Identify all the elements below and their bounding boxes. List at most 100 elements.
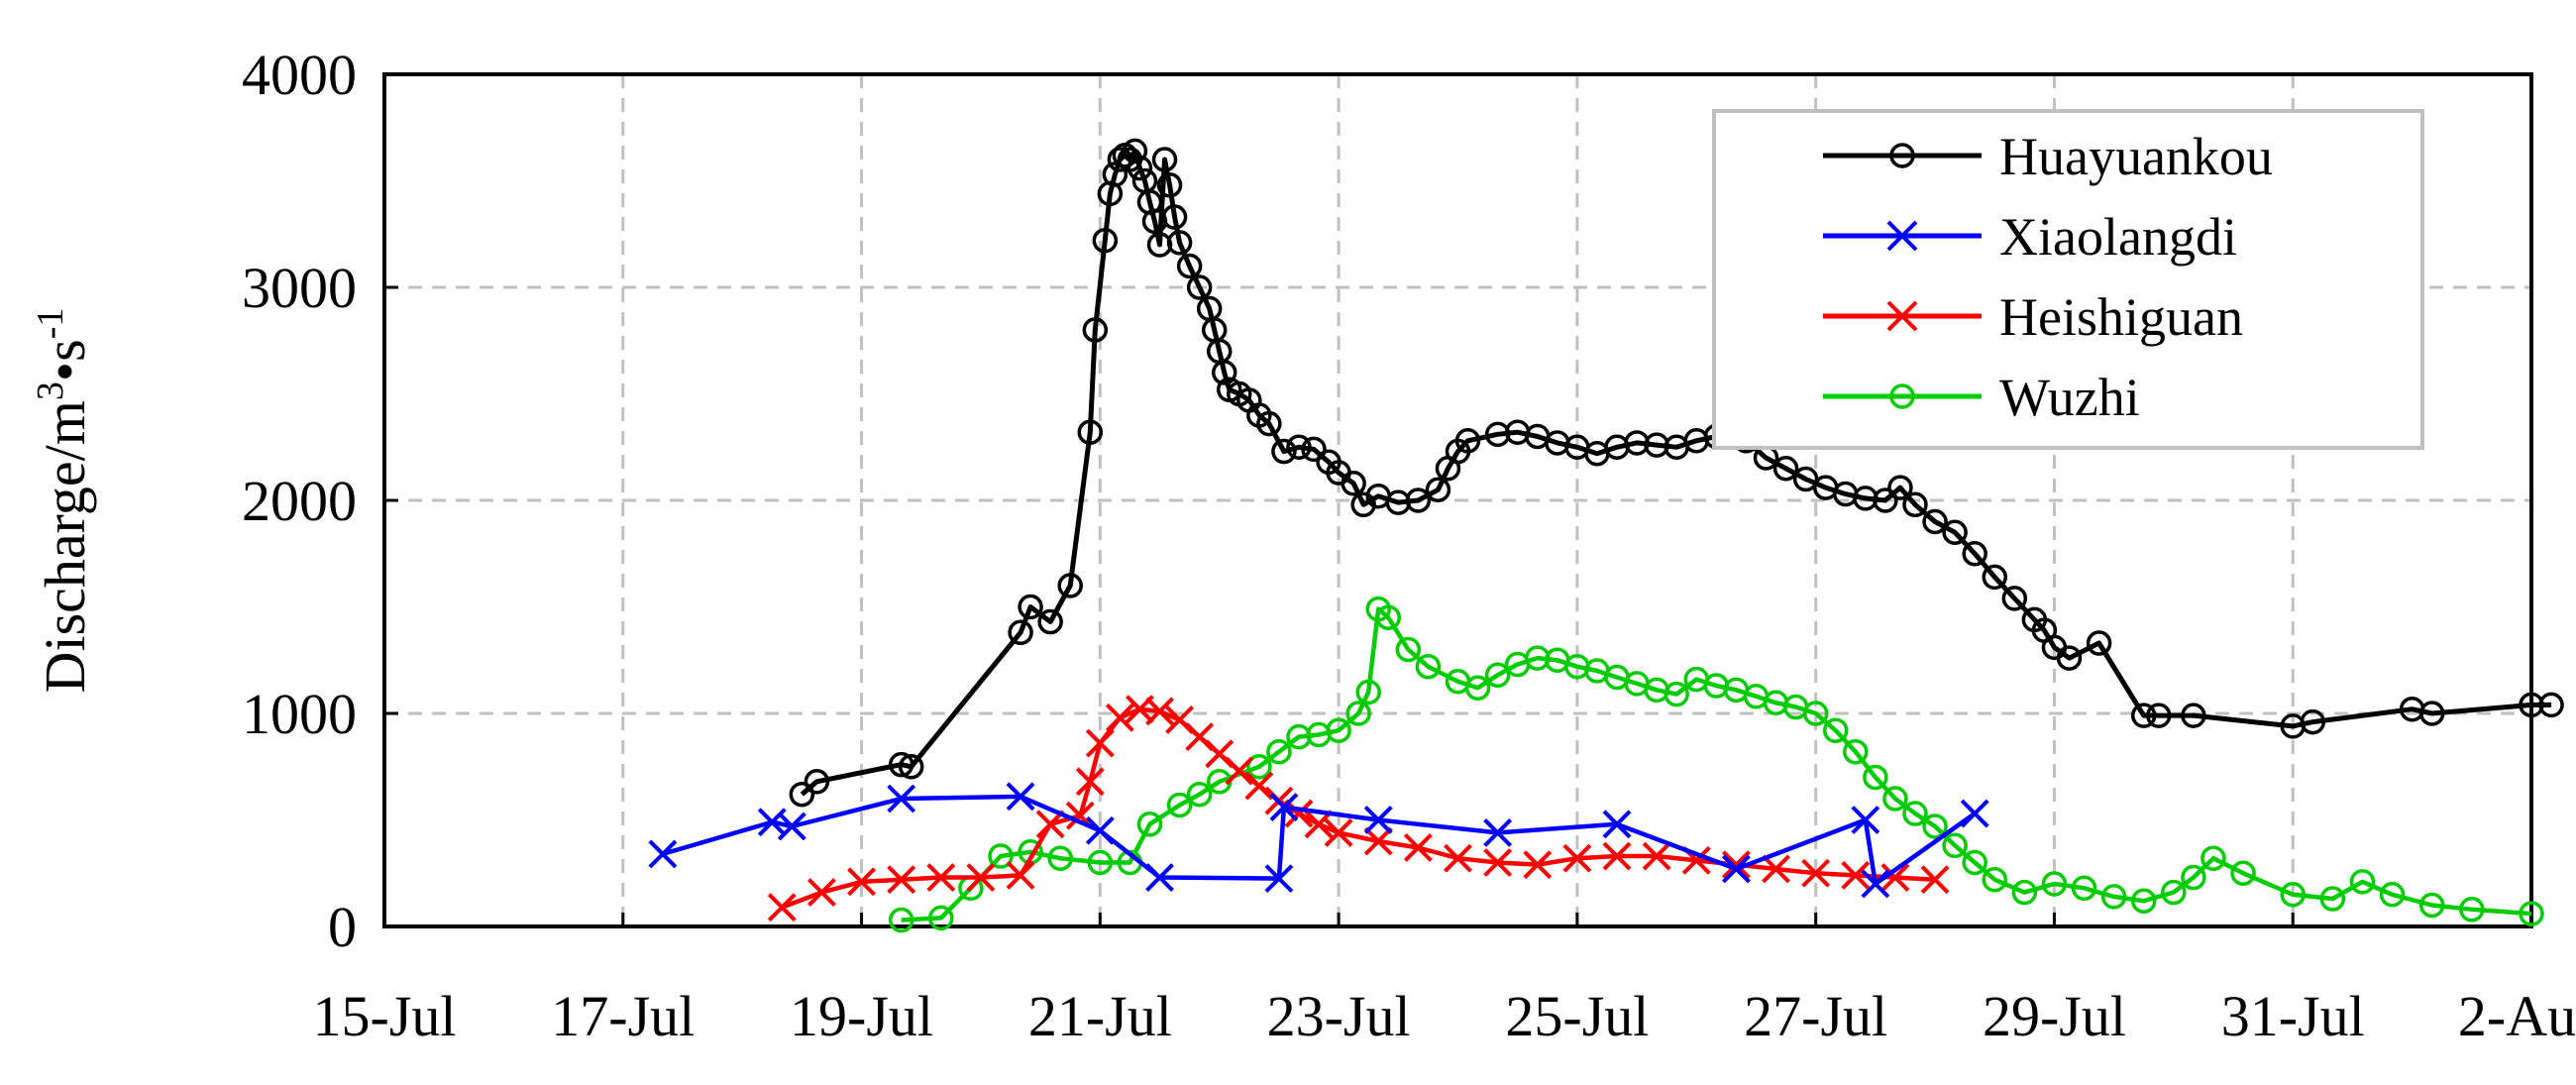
x-axis: 15-Jul 17-Jul 19-Jul 21-Jul 23-Jul 25-Jul 27-J… bbox=[313, 913, 2576, 1048]
data-point-wuzhi bbox=[1415, 653, 1442, 680]
legend-label: Xiaolangdi bbox=[1999, 207, 2237, 267]
data-point-huayuankou bbox=[888, 751, 914, 778]
data-point-huayuankou bbox=[804, 769, 830, 795]
y-tick-label: 2000 bbox=[242, 469, 357, 533]
data-point-wuzhi bbox=[1464, 675, 1491, 701]
legend-label: Huayuankou bbox=[1999, 127, 2273, 186]
marker-stroke bbox=[1065, 801, 1095, 830]
marker-stroke bbox=[966, 863, 996, 892]
series-wuzhi bbox=[888, 596, 2544, 933]
x-tick-label: 31-Jul bbox=[2221, 984, 2365, 1048]
data-point-wuzhi bbox=[1186, 781, 1213, 808]
data-point-wuzhi bbox=[1246, 754, 1272, 780]
marker-stroke bbox=[1602, 810, 1632, 839]
data-point-xiaolangdi bbox=[1269, 793, 1299, 822]
series-xiaolangdi bbox=[648, 782, 1989, 899]
marker-stroke bbox=[1886, 220, 1918, 252]
data-point-wuzhi bbox=[2181, 864, 2206, 891]
data-point-heishiguan bbox=[966, 863, 996, 892]
marker-stroke bbox=[1284, 799, 1314, 828]
data-point-heishiguan bbox=[1483, 848, 1513, 877]
marker-stroke bbox=[1602, 841, 1632, 871]
data-point-heishiguan bbox=[1145, 697, 1174, 726]
marker-stroke bbox=[1264, 864, 1294, 894]
x-tick-label: 21-Jul bbox=[1028, 984, 1172, 1048]
data-point-heishiguan bbox=[1403, 833, 1433, 862]
y-axis: 0 1000 2000 3000 4000 bbox=[242, 43, 398, 959]
data-point-huayuankou bbox=[2056, 645, 2083, 671]
marker-stroke bbox=[1205, 739, 1234, 769]
data-point-xiaolangdi bbox=[1006, 782, 1035, 812]
data-point-wuzhi bbox=[928, 905, 954, 931]
data-point-huayuankou bbox=[1301, 436, 1327, 463]
data-point-wuzhi bbox=[2418, 892, 2445, 919]
marker-stroke bbox=[1642, 841, 1671, 871]
series-layer bbox=[648, 138, 2564, 933]
marker-stroke bbox=[1801, 858, 1831, 888]
data-point-wuzhi bbox=[2349, 869, 2376, 895]
data-point-huayuankou bbox=[2538, 692, 2564, 718]
marker-stroke bbox=[1920, 865, 1950, 895]
data-point-wuzhi bbox=[1922, 814, 1948, 839]
data-point-huayuankou bbox=[1982, 564, 2007, 591]
data-point-heishiguan bbox=[1721, 850, 1751, 880]
series-line-wuzhi bbox=[901, 606, 2532, 922]
data-point-huayuankou bbox=[1161, 204, 1188, 230]
marker-stroke bbox=[1363, 806, 1393, 834]
data-point-wuzhi bbox=[2161, 879, 2187, 906]
y-tick-label: 3000 bbox=[242, 256, 357, 320]
data-point-huayuankou bbox=[1454, 428, 1481, 454]
data-point-wuzhi bbox=[1902, 801, 1928, 826]
legend: Huayuankou Xiaolangdi Heishiguan Wuzhi bbox=[1712, 109, 2424, 450]
data-point-wuzhi bbox=[1863, 764, 1888, 791]
data-point-huayuankou bbox=[1962, 541, 1987, 567]
legend-box bbox=[1712, 109, 2424, 450]
data-point-huayuankou bbox=[1057, 573, 1083, 598]
data-point-heishiguan bbox=[1801, 858, 1831, 888]
data-point-huayuankou bbox=[789, 781, 815, 808]
data-point-wuzhi bbox=[1136, 812, 1163, 837]
data-point-heishiguan bbox=[1444, 843, 1472, 873]
marker-stroke bbox=[1880, 863, 1910, 892]
y-tick-label: 4000 bbox=[242, 43, 357, 107]
data-point-huayuankou bbox=[1873, 488, 1898, 513]
data-point-huayuankou bbox=[2086, 630, 2112, 656]
legend-marker bbox=[1889, 383, 1915, 409]
data-point-heishiguan bbox=[1602, 841, 1632, 871]
marker-stroke bbox=[1762, 854, 1790, 884]
data-point-huayuankou bbox=[1887, 475, 1913, 500]
data-point-xiaolangdi bbox=[1363, 806, 1393, 834]
marker-stroke bbox=[887, 865, 916, 895]
data-point-heishiguan bbox=[1205, 739, 1234, 769]
data-point-wuzhi bbox=[2379, 882, 2406, 908]
marker-stroke bbox=[1403, 833, 1433, 862]
data-point-wuzhi bbox=[2100, 884, 2127, 910]
marker-stroke bbox=[1085, 815, 1115, 845]
data-point-xiaolangdi bbox=[1851, 806, 1880, 834]
data-point-heishiguan bbox=[767, 893, 797, 922]
marker-stroke bbox=[1562, 843, 1592, 873]
data-point-huayuankou bbox=[898, 754, 924, 780]
x-tick-label: 25-Jul bbox=[1505, 984, 1649, 1048]
data-point-huayuankou bbox=[2146, 703, 2172, 728]
data-point-wuzhi bbox=[2011, 879, 2038, 906]
y-tick-label: 1000 bbox=[242, 682, 357, 746]
data-point-huayuankou bbox=[1772, 456, 1799, 482]
legend-label: Heishiguan bbox=[1999, 287, 2243, 347]
legend-marker bbox=[1889, 143, 1915, 168]
data-point-huayuankou bbox=[1151, 147, 1178, 172]
marker-stroke bbox=[1269, 793, 1299, 822]
data-point-heishiguan bbox=[1762, 854, 1790, 884]
data-point-huayuankou bbox=[1286, 434, 1312, 460]
marker-stroke bbox=[1886, 300, 1918, 332]
data-point-wuzhi bbox=[2200, 845, 2226, 871]
data-point-wuzhi bbox=[2280, 882, 2306, 908]
data-point-wuzhi bbox=[1326, 717, 1351, 743]
marker-stroke bbox=[1681, 845, 1711, 875]
data-point-wuzhi bbox=[1355, 679, 1381, 705]
data-point-xiaolangdi bbox=[887, 784, 916, 814]
x-tick-label: 2-Aug bbox=[2458, 984, 2576, 1048]
marker-stroke bbox=[648, 839, 678, 869]
marker-stroke bbox=[1841, 860, 1871, 890]
marker-stroke bbox=[1523, 850, 1553, 880]
